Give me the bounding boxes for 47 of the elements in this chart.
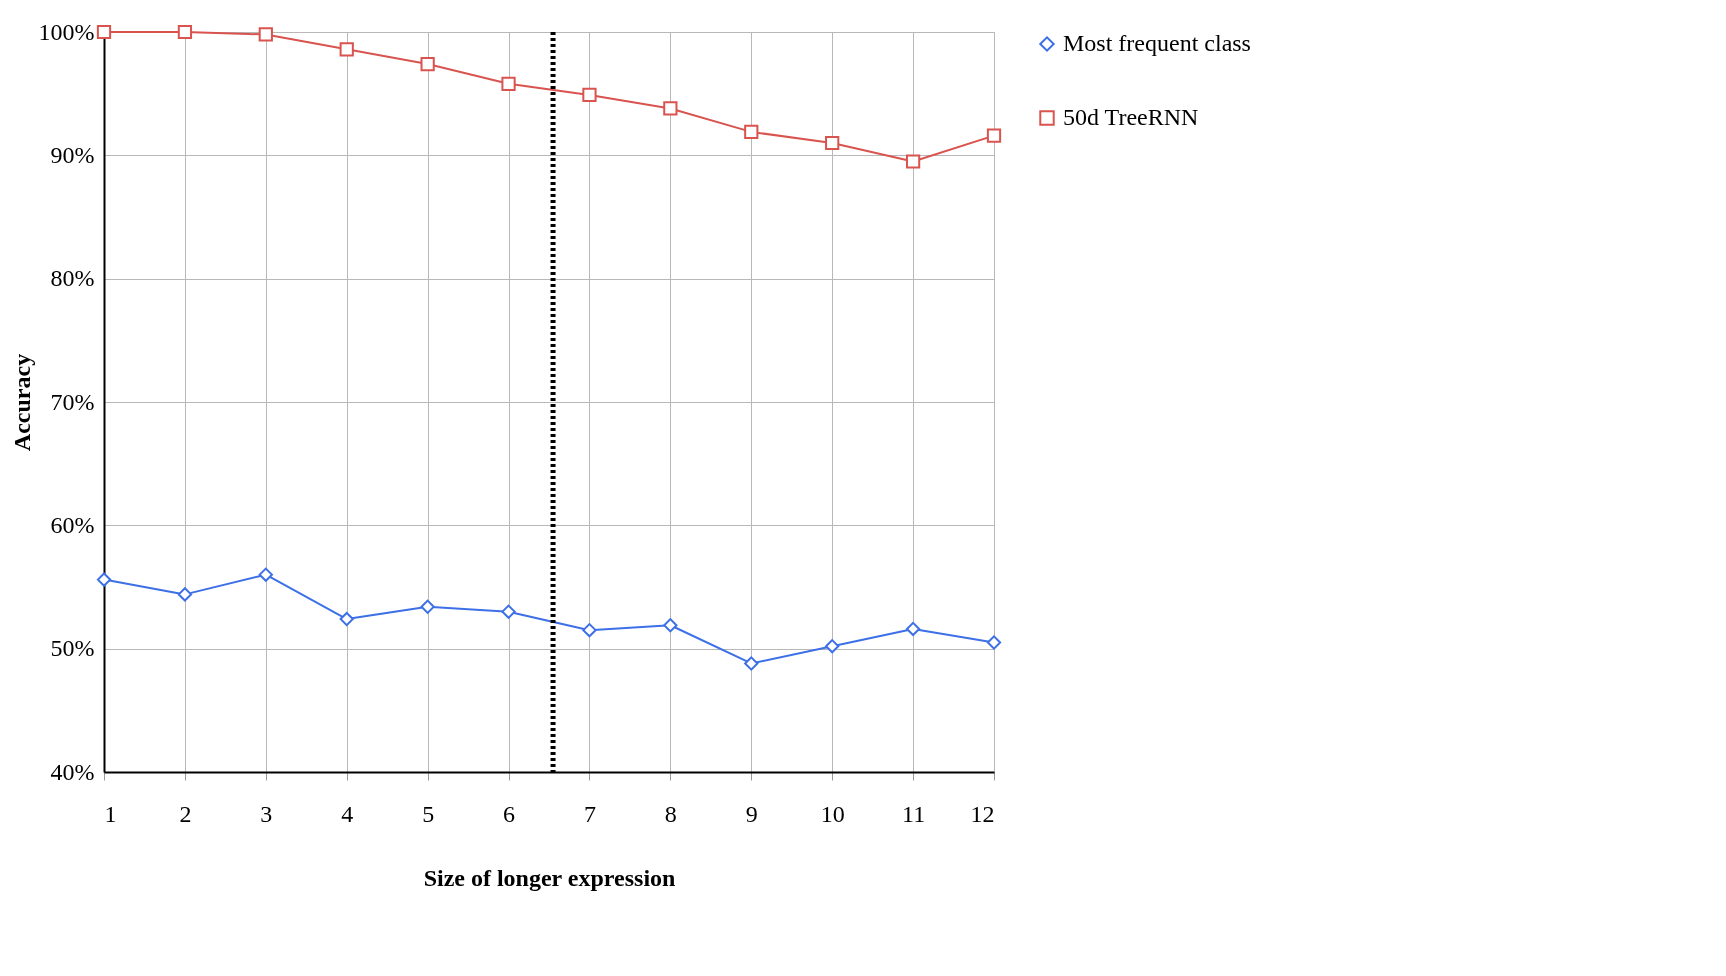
point <box>663 101 678 116</box>
x-tick-label: 10 <box>820 800 845 827</box>
point <box>501 604 516 619</box>
y-axis-title: Accuracy <box>8 353 35 452</box>
x-tick-label: 4 <box>341 800 354 827</box>
point <box>258 27 273 42</box>
x-tick-label: 11 <box>902 800 926 827</box>
point <box>582 623 597 638</box>
x-tick-label: 3 <box>260 800 273 827</box>
point <box>582 87 597 103</box>
x-tick-label: 12 <box>970 800 995 827</box>
point <box>258 567 273 582</box>
x-tick-label: 1 <box>104 800 117 827</box>
x-tick-label: 6 <box>503 800 516 827</box>
x-axis-title: Size of longer expression <box>423 864 676 891</box>
y-tick-label: 100% <box>38 18 95 45</box>
y-tick-label: 70% <box>50 388 95 415</box>
point <box>96 24 112 40</box>
legend-label: 50d TreeRNN <box>1063 104 1199 130</box>
point <box>825 135 840 151</box>
point <box>420 56 435 72</box>
point <box>905 621 921 637</box>
x-tick-label: 9 <box>745 800 758 827</box>
point <box>339 42 354 57</box>
point <box>663 618 678 633</box>
point <box>420 599 435 614</box>
y-tick-label: 90% <box>50 141 95 168</box>
x-tick-label: 5 <box>422 800 435 827</box>
y-tick-label: 60% <box>50 511 95 538</box>
point <box>986 635 1002 650</box>
point <box>177 24 193 40</box>
y-tick-label: 80% <box>50 265 95 292</box>
point <box>986 128 1002 143</box>
x-tick-label: 8 <box>664 800 677 827</box>
point <box>825 639 840 654</box>
point <box>339 611 354 627</box>
y-tick-label: 50% <box>50 635 95 662</box>
point <box>744 124 759 140</box>
point <box>501 76 516 91</box>
x-tick-label: 2 <box>179 800 192 827</box>
point <box>96 572 112 587</box>
point <box>905 154 921 169</box>
x-tick-label: 7 <box>583 800 596 827</box>
legend-label: Most frequent class <box>1063 30 1251 56</box>
point <box>177 587 193 602</box>
point <box>744 656 759 671</box>
y-tick-label: 40% <box>50 758 95 785</box>
